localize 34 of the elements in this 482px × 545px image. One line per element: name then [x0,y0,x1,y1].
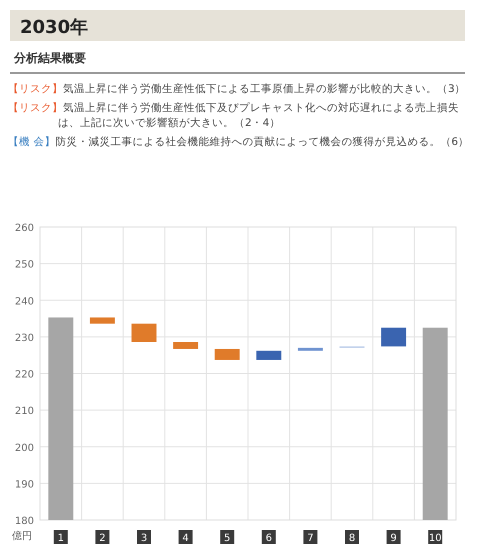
bar [256,350,282,360]
y-tick-label: 190 [14,479,34,490]
x-tick-label: 7 [307,533,314,544]
y-axis-title: 億円 [12,530,32,542]
y-tick-label: 240 [14,296,34,308]
y-tick-label: 250 [14,260,34,271]
x-tick-label: 8 [348,533,356,544]
x-tick-label: 5 [224,533,230,544]
y-tick-label: 260 [14,223,34,234]
y-tick-label: 180 [14,516,34,527]
x-tick-label: 3 [140,533,148,544]
x-tick-label: 10 [428,533,442,544]
bar [132,324,156,342]
x-tick-label: 1 [58,533,64,544]
x-tick-label: 6 [266,533,272,544]
bar [48,317,74,520]
y-tick-label: 220 [14,370,34,380]
bar [381,328,406,346]
x-tick-label: 2 [99,533,106,544]
text: 【リスク】気温上昇に伴う労働生産性低下による工事原価上昇の影響が比較的大きい。（3） [8,83,466,95]
x-tick-label: 9 [390,533,397,544]
x-tick-label: 4 [182,533,189,544]
text: 【リスク】気温上昇に伴う労働生産性低下及びプレキャスト化への対応遅れによる売上損失は、上記に次いで影響額が大きい。（2・4） [8,102,459,129]
bar [214,348,240,360]
bar [298,348,323,351]
chart-title: 2030年 [20,16,88,39]
text: 【機 会】防災・減災工事による社会機能維持への貢献によって機会の獲得が見込める。（6） [8,136,470,148]
y-tick-label: 230 [14,332,34,344]
bar [422,328,448,520]
chart-subtitle: 分析結果概要 [14,50,86,67]
y-tick-label: 200 [14,442,34,454]
bar [173,342,198,349]
bar [90,317,115,324]
y-tick-label: 210 [14,406,34,418]
